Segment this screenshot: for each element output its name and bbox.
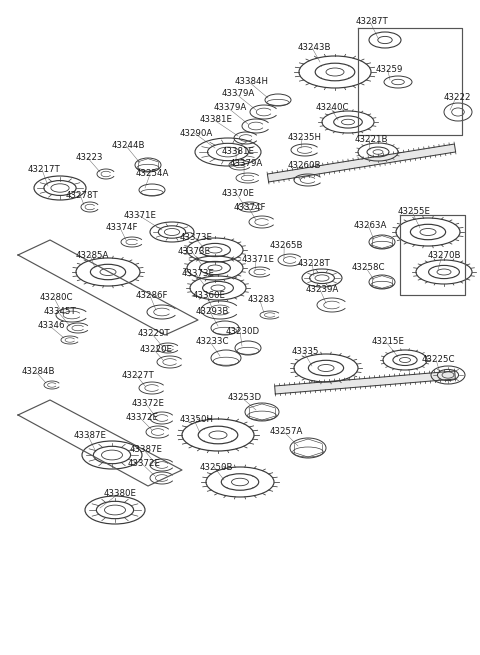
Text: 43217T: 43217T bbox=[28, 166, 61, 174]
Text: 43227T: 43227T bbox=[122, 371, 155, 379]
Text: 43384H: 43384H bbox=[235, 77, 269, 86]
Text: 43263A: 43263A bbox=[354, 221, 387, 229]
Text: 43265B: 43265B bbox=[270, 242, 303, 250]
Text: 43381E: 43381E bbox=[200, 115, 233, 124]
Text: 43257A: 43257A bbox=[270, 428, 303, 436]
Text: 43222: 43222 bbox=[444, 94, 471, 102]
Text: 43260B: 43260B bbox=[288, 162, 322, 170]
Text: 43230D: 43230D bbox=[226, 328, 260, 337]
Text: 43228T: 43228T bbox=[298, 259, 331, 267]
Text: 43350H: 43350H bbox=[180, 415, 214, 424]
Polygon shape bbox=[267, 144, 456, 182]
Text: 43278T: 43278T bbox=[66, 191, 99, 200]
Text: 43280C: 43280C bbox=[40, 293, 73, 303]
Text: 43372E: 43372E bbox=[128, 460, 161, 468]
Text: 43372E: 43372E bbox=[126, 413, 159, 422]
Text: 43286F: 43286F bbox=[136, 291, 168, 301]
Text: 43287T: 43287T bbox=[356, 18, 389, 26]
Text: 43221B: 43221B bbox=[355, 136, 388, 145]
Text: 43258C: 43258C bbox=[352, 263, 385, 272]
Text: 43373E: 43373E bbox=[180, 233, 213, 242]
Polygon shape bbox=[275, 371, 456, 394]
Text: 43290A: 43290A bbox=[180, 128, 213, 138]
Text: 43254A: 43254A bbox=[136, 170, 169, 179]
Text: 43345T: 43345T bbox=[44, 307, 77, 316]
Text: 43360E: 43360E bbox=[193, 291, 226, 299]
Text: 43387E: 43387E bbox=[130, 445, 163, 455]
Text: 43215E: 43215E bbox=[372, 337, 405, 346]
Text: 43285A: 43285A bbox=[76, 250, 109, 259]
Text: 43244B: 43244B bbox=[112, 141, 145, 151]
Text: 43381E: 43381E bbox=[222, 147, 255, 155]
Text: 43250B: 43250B bbox=[200, 462, 233, 472]
Text: 43239A: 43239A bbox=[306, 286, 339, 295]
Text: 43293B: 43293B bbox=[196, 307, 229, 316]
Text: 43229T: 43229T bbox=[138, 329, 170, 339]
Text: 43335: 43335 bbox=[292, 348, 320, 356]
Text: 43253D: 43253D bbox=[228, 394, 262, 403]
Text: 43380E: 43380E bbox=[104, 489, 137, 498]
Text: 43284B: 43284B bbox=[22, 367, 56, 377]
Text: 43379A: 43379A bbox=[214, 103, 247, 113]
Text: 43379A: 43379A bbox=[222, 90, 255, 98]
Text: 43370E: 43370E bbox=[222, 189, 255, 198]
Text: 43372E: 43372E bbox=[132, 400, 165, 409]
Text: 43240C: 43240C bbox=[316, 102, 349, 111]
Text: 43371E: 43371E bbox=[242, 255, 275, 265]
Text: 43225C: 43225C bbox=[422, 356, 456, 364]
Text: 43374F: 43374F bbox=[234, 202, 266, 212]
Text: 43255E: 43255E bbox=[398, 208, 431, 217]
Text: 43235H: 43235H bbox=[288, 134, 322, 143]
Text: 43371E: 43371E bbox=[124, 210, 157, 219]
Text: 43373E: 43373E bbox=[182, 269, 215, 278]
Text: 43283: 43283 bbox=[248, 295, 276, 305]
Text: 43373E: 43373E bbox=[178, 248, 211, 257]
Text: 43270B: 43270B bbox=[428, 250, 461, 259]
Text: 43379A: 43379A bbox=[230, 159, 263, 168]
Text: 43223: 43223 bbox=[76, 153, 104, 162]
Text: 43387E: 43387E bbox=[74, 432, 107, 441]
Text: 43346: 43346 bbox=[38, 322, 65, 331]
Text: 43233C: 43233C bbox=[196, 337, 229, 346]
Text: 43374F: 43374F bbox=[106, 223, 139, 233]
Text: 43243B: 43243B bbox=[298, 43, 332, 52]
Text: 43259: 43259 bbox=[376, 66, 403, 75]
Text: 43220E: 43220E bbox=[140, 345, 173, 354]
